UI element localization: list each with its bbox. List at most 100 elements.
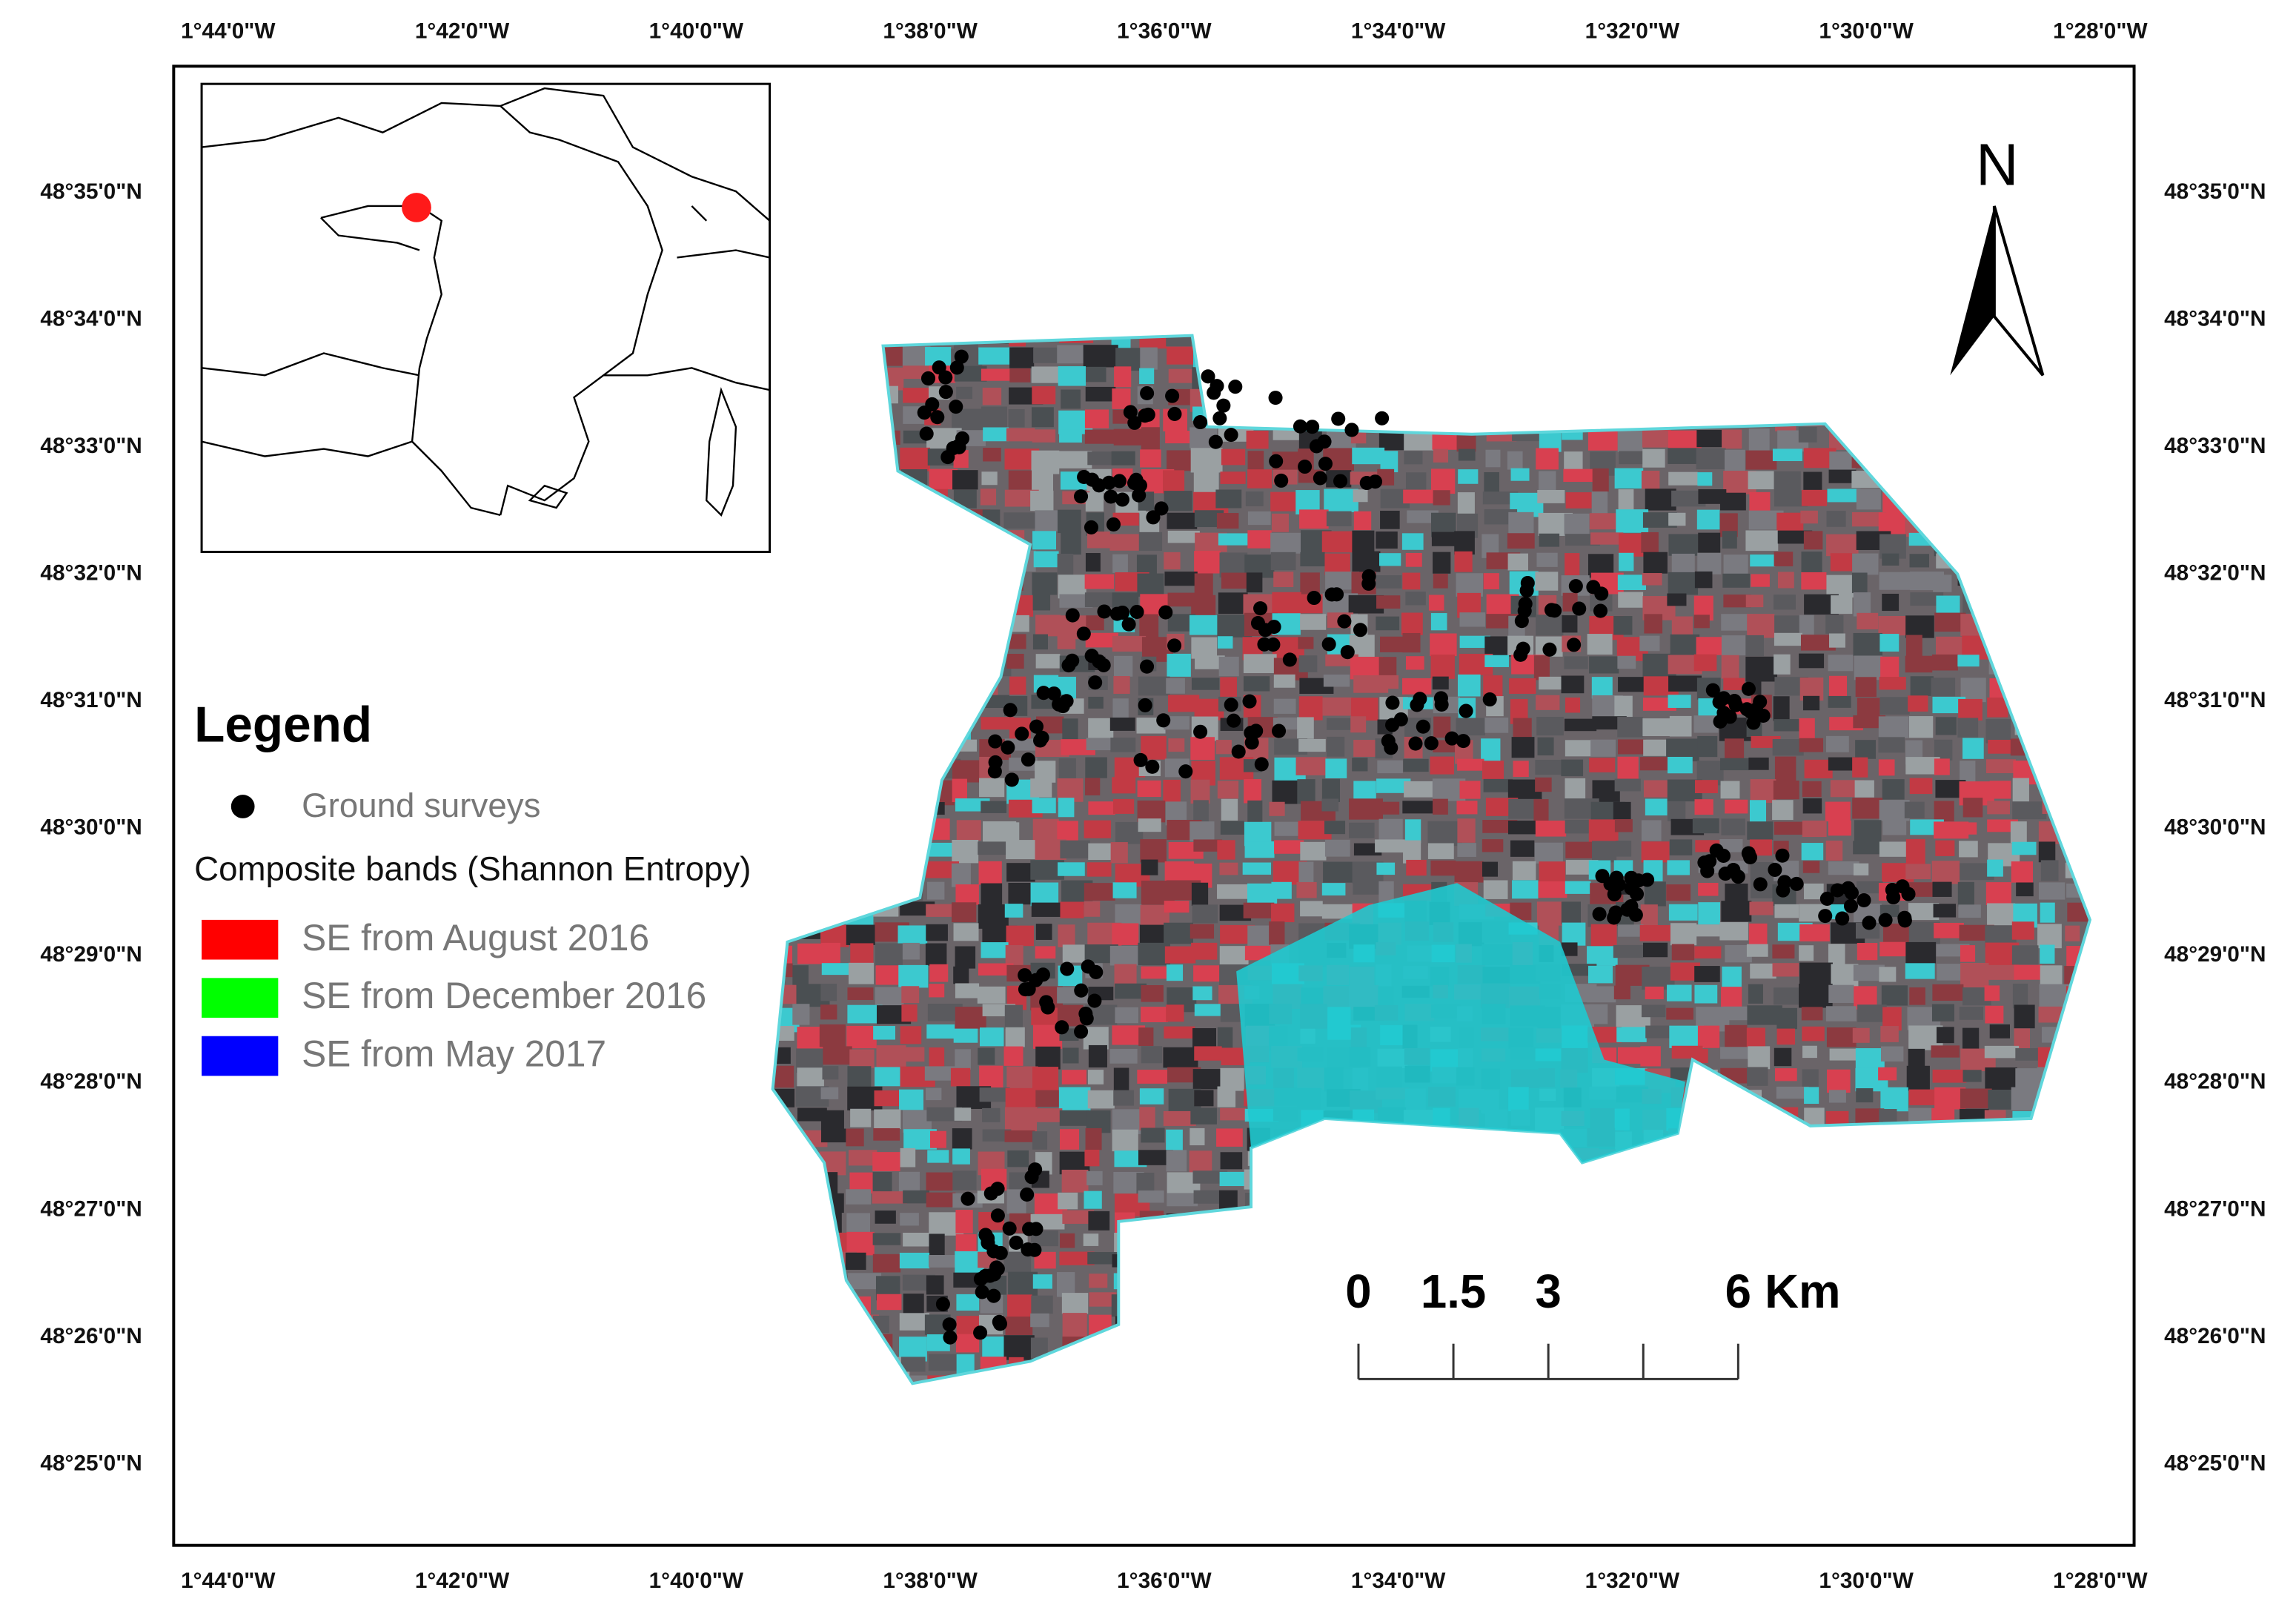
field — [1643, 942, 1668, 958]
field — [1932, 1069, 1967, 1083]
field — [1190, 924, 1215, 939]
field — [981, 368, 1012, 381]
survey-point — [1046, 686, 1061, 701]
survey-point — [1857, 893, 1871, 908]
field — [1746, 1027, 1765, 1049]
latitude-label: 48°34'0"N — [2164, 306, 2266, 331]
field — [1323, 861, 1354, 883]
field — [873, 1127, 900, 1141]
field — [1507, 821, 1539, 835]
field — [1536, 901, 1564, 926]
field — [1062, 1313, 1087, 1338]
field — [1061, 531, 1081, 555]
field — [792, 965, 809, 989]
field — [1614, 468, 1644, 489]
field — [1880, 1046, 1904, 1062]
field — [1033, 1108, 1063, 1122]
field — [1639, 635, 1660, 652]
field — [953, 1028, 978, 1043]
field — [1985, 882, 2011, 906]
survey-point — [1266, 638, 1281, 652]
field — [1962, 738, 1984, 759]
field — [1059, 1110, 1089, 1126]
field — [1006, 428, 1035, 442]
field — [1698, 902, 1721, 925]
field — [1376, 595, 1401, 609]
field — [1828, 820, 1851, 836]
field — [1083, 345, 1118, 368]
legend-bands: SE from August 2016 SE from December 2016… — [202, 917, 706, 1076]
field — [1192, 1170, 1228, 1184]
survey-point — [1024, 1170, 1039, 1185]
survey-point — [1076, 626, 1091, 641]
survey-point — [1317, 434, 1332, 449]
legend-label: SE from December 2016 — [302, 975, 706, 1016]
field — [952, 1170, 977, 1191]
field — [2014, 1004, 2035, 1029]
field — [1725, 883, 1748, 901]
field — [1693, 715, 1719, 733]
latitude-label: 48°33'0"N — [40, 434, 142, 458]
field — [797, 943, 823, 964]
field — [792, 1004, 810, 1025]
survey-point — [1035, 967, 1050, 982]
field — [1536, 552, 1558, 567]
survey-point — [1830, 883, 1845, 898]
field — [1430, 860, 1456, 876]
survey-point — [1313, 471, 1327, 486]
field — [979, 778, 1005, 798]
field — [1561, 901, 1581, 924]
field — [926, 1275, 944, 1295]
field — [1217, 1027, 1233, 1050]
field — [1058, 924, 1075, 947]
field — [1030, 882, 1059, 907]
field — [1933, 904, 1957, 918]
field — [1031, 1007, 1063, 1026]
field — [1857, 698, 1880, 717]
survey-point — [1178, 764, 1193, 779]
field — [1882, 553, 1899, 566]
survey-point — [1227, 713, 1241, 728]
survey-point — [942, 1317, 957, 1332]
field — [1931, 654, 1958, 671]
field — [1190, 1107, 1217, 1125]
field — [1109, 534, 1144, 551]
field — [1138, 1191, 1164, 1203]
field — [1668, 904, 1698, 921]
field — [1300, 901, 1323, 917]
survey-point — [1547, 603, 1562, 618]
survey-point — [1753, 877, 1768, 892]
north-label: N — [1976, 131, 2018, 197]
field — [1084, 592, 1116, 608]
field — [1934, 801, 1954, 822]
field — [1960, 1088, 1992, 1109]
field — [1322, 697, 1353, 716]
scale-bar: 0 1.5 3 6 Km — [1345, 1265, 1840, 1380]
field — [1433, 490, 1450, 506]
field — [1139, 614, 1159, 638]
field — [1432, 676, 1449, 690]
latitude-label: 48°35'0"N — [40, 179, 142, 204]
field — [927, 1150, 949, 1163]
field — [1958, 698, 1983, 721]
field — [2040, 860, 2059, 881]
field — [1855, 1108, 1885, 1124]
field — [978, 1047, 995, 1065]
field — [1084, 1191, 1102, 1209]
field — [1667, 801, 1686, 821]
forest-area — [1236, 883, 1685, 1163]
field — [1245, 491, 1264, 506]
field — [1857, 612, 1879, 630]
field — [929, 842, 953, 857]
longitude-label: 1°42'0"W — [415, 1569, 510, 1593]
field — [1670, 923, 1697, 946]
field — [982, 1107, 1001, 1122]
field — [926, 924, 948, 941]
field — [1112, 388, 1131, 409]
field — [1221, 798, 1238, 821]
survey-point — [1819, 891, 1834, 906]
field — [1009, 368, 1031, 383]
field — [1905, 655, 1933, 673]
field — [899, 1252, 930, 1269]
field — [1219, 904, 1252, 921]
